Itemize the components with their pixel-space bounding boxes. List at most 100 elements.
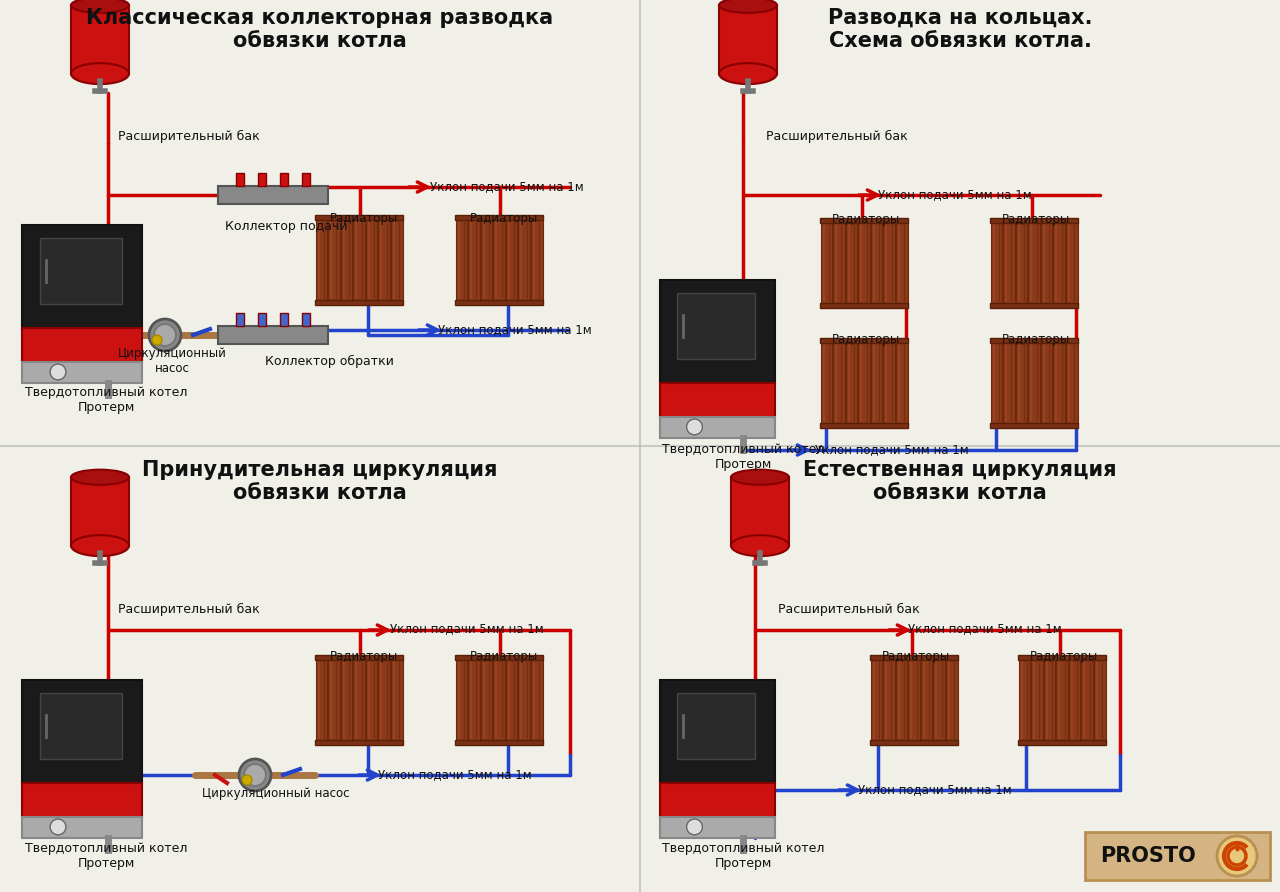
Bar [340, 659, 352, 741]
Text: Уклон подачи 5мм на 1м: Уклон подачи 5мм на 1м [815, 443, 969, 456]
Text: Уклон подачи 5мм на 1м: Уклон подачи 5мм на 1м [858, 783, 1011, 796]
Bar [896, 342, 908, 424]
Bar [991, 342, 1002, 424]
Circle shape [244, 764, 266, 786]
Bar [989, 423, 1078, 428]
Bar [70, 477, 129, 546]
Bar [22, 817, 142, 838]
Bar [1053, 342, 1065, 424]
Bar [353, 659, 365, 741]
Bar [22, 782, 142, 817]
Bar [1041, 342, 1052, 424]
Text: Расширительный бак: Расширительный бак [778, 603, 920, 616]
Bar [468, 219, 480, 301]
Bar [731, 477, 788, 546]
Bar [989, 218, 1078, 223]
Bar [660, 817, 774, 838]
Circle shape [50, 364, 65, 380]
Bar [1028, 342, 1039, 424]
Bar [833, 222, 845, 304]
Bar [870, 740, 957, 745]
Circle shape [154, 324, 177, 346]
Bar [1085, 832, 1270, 880]
Bar [454, 740, 543, 745]
Circle shape [239, 759, 271, 791]
Bar [390, 219, 402, 301]
Bar [468, 659, 480, 741]
Bar [870, 222, 882, 304]
Bar [379, 659, 390, 741]
Bar [1066, 342, 1078, 424]
Bar [315, 300, 403, 305]
Bar [660, 417, 774, 438]
Bar [833, 342, 845, 424]
Bar [506, 219, 517, 301]
Bar [315, 655, 403, 660]
Bar [1094, 659, 1106, 741]
Bar [390, 659, 402, 741]
Bar [677, 693, 755, 759]
Bar [506, 659, 517, 741]
Bar [846, 222, 858, 304]
Bar [315, 659, 328, 741]
Bar [883, 342, 895, 424]
Bar [454, 300, 543, 305]
Bar [896, 659, 908, 741]
Bar [259, 313, 266, 326]
Text: Радиаторы: Радиаторы [470, 650, 539, 663]
Bar [1028, 222, 1039, 304]
Bar [22, 362, 142, 383]
Bar [991, 222, 1002, 304]
Bar [328, 219, 339, 301]
Text: Коллектор обратки: Коллектор обратки [265, 355, 394, 368]
Text: Радиаторы: Радиаторы [1002, 213, 1070, 226]
Bar [1004, 342, 1015, 424]
Bar [896, 222, 908, 304]
Text: Твердотопливный котел
Протерм: Твердотопливный котел Протерм [26, 386, 187, 414]
Bar [315, 219, 328, 301]
Circle shape [148, 319, 180, 351]
Bar [22, 680, 142, 782]
Bar [328, 659, 339, 741]
Bar [340, 219, 352, 301]
Bar [40, 237, 122, 304]
Ellipse shape [70, 63, 129, 84]
Bar [1019, 659, 1030, 741]
Bar [989, 338, 1078, 343]
Text: Циркуляционный насос: Циркуляционный насос [202, 787, 349, 800]
Text: Радиаторы: Радиаторы [1002, 333, 1070, 346]
Text: Твердотопливный котел
Протерм: Твердотопливный котел Протерм [26, 842, 187, 870]
Bar [1018, 740, 1106, 745]
Bar [1053, 222, 1065, 304]
Bar [858, 222, 870, 304]
Bar [236, 173, 244, 186]
Bar [379, 219, 390, 301]
Bar [236, 313, 244, 326]
Bar [1032, 659, 1043, 741]
Circle shape [152, 335, 163, 345]
Bar [518, 219, 530, 301]
Ellipse shape [70, 0, 129, 12]
Bar [22, 327, 142, 362]
Bar [353, 219, 365, 301]
Bar [870, 342, 882, 424]
Bar [366, 659, 378, 741]
Bar [820, 218, 908, 223]
Bar [946, 659, 957, 741]
Text: Естественная циркуляция
обвязки котла: Естественная циркуляция обвязки котла [803, 460, 1117, 503]
Bar [22, 225, 142, 327]
Text: Классическая коллекторная разводка
обвязки котла: Классическая коллекторная разводка обвяз… [87, 8, 553, 51]
Bar [70, 5, 129, 74]
Bar [218, 186, 328, 204]
Bar [1015, 222, 1028, 304]
Ellipse shape [719, 0, 777, 12]
Bar [366, 219, 378, 301]
Text: Радиаторы: Радиаторы [330, 650, 398, 663]
Ellipse shape [70, 535, 129, 556]
Bar [989, 303, 1078, 308]
Bar [820, 303, 908, 308]
Bar [531, 219, 543, 301]
Circle shape [50, 819, 65, 835]
Text: Радиаторы: Радиаторы [1030, 650, 1098, 663]
Bar [518, 659, 530, 741]
